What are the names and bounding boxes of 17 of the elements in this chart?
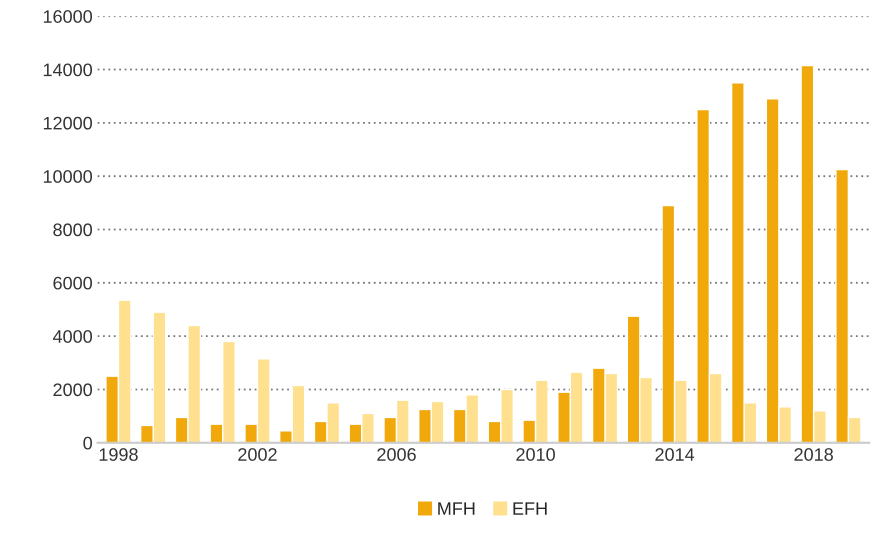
y-tick-label: 10000 xyxy=(44,170,92,183)
x-tick-label: 2018 xyxy=(794,448,833,461)
legend-label: EFH xyxy=(513,502,547,515)
x-tick-label: 1998 xyxy=(100,448,138,461)
y-tick-label: 0 xyxy=(83,436,92,450)
y-tick-label: 6000 xyxy=(53,276,92,290)
y-tick-label: 14000 xyxy=(44,63,92,76)
x-tick-label: 2010 xyxy=(516,448,555,461)
legend-label: MFH xyxy=(438,502,474,515)
y-tick-label: 16000 xyxy=(44,10,92,23)
y-tick-label: 4000 xyxy=(52,330,92,343)
x-tick-label: 2014 xyxy=(655,448,694,461)
y-tick-label: 12000 xyxy=(44,116,92,130)
x-tick-label: 2006 xyxy=(377,448,416,461)
x-tick-label: 2002 xyxy=(238,448,277,461)
y-tick-label: 8000 xyxy=(53,223,92,236)
y-tick-label: 2000 xyxy=(53,383,92,396)
